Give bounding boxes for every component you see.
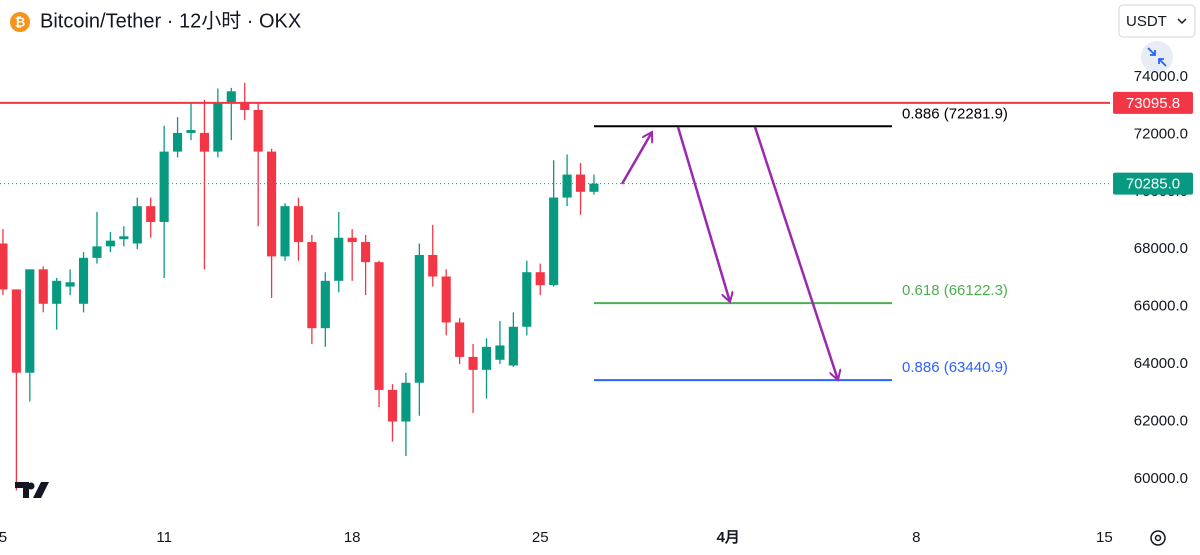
candle-body	[105, 240, 115, 247]
candle-body	[334, 237, 344, 281]
y-tick-label: 68000.0	[1134, 240, 1188, 257]
candle-body	[280, 206, 290, 257]
collapse-icon	[1147, 47, 1167, 67]
price-label-box	[1113, 172, 1193, 195]
candle-body	[307, 242, 317, 329]
candle-body	[11, 289, 21, 373]
drawings	[620, 126, 838, 380]
tv-logo	[15, 482, 49, 498]
candle-body	[0, 243, 8, 290]
coin-icon	[10, 12, 30, 32]
plot-area	[0, 82, 1110, 491]
candle-body	[387, 389, 398, 422]
logo	[15, 482, 49, 498]
candle-body	[347, 237, 357, 243]
candle-body	[562, 174, 572, 198]
settings-icon[interactable]	[1150, 530, 1166, 546]
candle-body	[428, 254, 438, 277]
candle-body	[92, 246, 102, 258]
candle-body	[267, 151, 277, 257]
price-label: 73095.8	[1126, 95, 1180, 112]
x-tick-label: 4月	[717, 529, 740, 546]
y-tick-label: 72000.0	[1134, 125, 1188, 142]
candle-body	[481, 346, 492, 370]
dropdown-icon	[1177, 18, 1187, 25]
fib-label: 0.886 (63440.9)	[902, 359, 1008, 376]
x-tick-label: 25	[532, 529, 549, 546]
candle-body	[535, 272, 545, 286]
price-label: 70285.0	[1126, 176, 1180, 193]
candle-body	[119, 236, 129, 240]
candle-body	[132, 206, 142, 244]
candle-body	[441, 276, 451, 323]
arrow	[620, 132, 652, 185]
candle-body	[38, 269, 48, 304]
candle-body	[25, 269, 35, 373]
settings-icon-center	[1154, 534, 1162, 542]
candle-body	[293, 206, 304, 243]
candle-body	[52, 280, 62, 304]
candle-body	[508, 326, 518, 366]
candle-body	[549, 197, 559, 286]
y-tick-label: 62000.0	[1134, 412, 1188, 429]
y-tick-label: 64000.0	[1134, 355, 1188, 372]
candle-body	[186, 130, 196, 133]
y-tick-label: 60000.0	[1134, 470, 1188, 487]
candle-body	[455, 322, 465, 357]
currency-button[interactable]	[1118, 4, 1196, 38]
candle-body	[522, 272, 532, 327]
candle-body	[78, 257, 89, 304]
arrow	[753, 126, 838, 380]
y-tick-label: 74000.0	[1134, 68, 1188, 85]
candle-body	[226, 91, 236, 103]
title: Bitcoin/Tether · 12小时 · OKX	[40, 9, 301, 32]
currency[interactable]: USDT	[1126, 13, 1167, 30]
candle-body	[146, 206, 156, 222]
candle-body	[65, 282, 75, 287]
candle-body	[253, 109, 263, 152]
axes: 60000.062000.064000.066000.068000.070000…	[0, 68, 1193, 546]
candle-body	[468, 356, 478, 370]
candle-body	[213, 102, 223, 152]
candle-body	[159, 151, 169, 222]
candle-body	[240, 102, 250, 110]
x-tick-label: 8	[912, 529, 920, 546]
candle-body	[495, 345, 505, 360]
x-tick-label: 5	[0, 529, 7, 546]
fib-label: 0.618 (66122.3)	[902, 282, 1008, 299]
tv-logo-dot	[27, 482, 35, 490]
candle-body	[374, 262, 384, 390]
fib-label: 0.886 (72281.9)	[902, 105, 1008, 122]
header: ₿ Bitcoin/Tether · 12小时 · OKX USDT	[10, 4, 1196, 73]
candle-body	[173, 132, 183, 152]
candle-body	[589, 183, 599, 192]
arrow	[676, 126, 730, 302]
candle-body	[361, 242, 371, 263]
y-tick-label: 66000.0	[1134, 298, 1188, 315]
x-tick-label: 18	[344, 529, 361, 546]
coin-symbol: ₿	[15, 14, 26, 29]
candle-body	[199, 132, 209, 152]
x-tick-label: 15	[1096, 529, 1113, 546]
settings[interactable]	[1150, 530, 1166, 546]
price-label-box	[1113, 91, 1193, 114]
candle-body	[320, 280, 330, 329]
x-tick-label: 11	[156, 529, 172, 546]
candle-body	[401, 382, 411, 422]
candle-body	[414, 254, 424, 383]
